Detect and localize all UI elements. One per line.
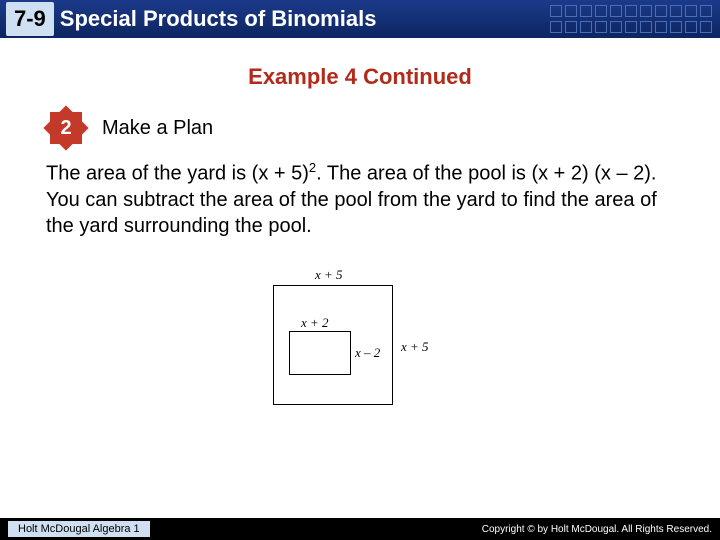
body-pre: The area of the yard is (x + 5) [46, 163, 309, 185]
step-label: Make a Plan [102, 117, 213, 140]
inner-top-label: x + 2 [301, 315, 329, 331]
inner-rectangle [289, 331, 351, 375]
inner-right-label: x – 2 [355, 345, 380, 361]
section-number: 7-9 [14, 6, 46, 31]
outer-top-label: x + 5 [315, 267, 343, 283]
section-number-box: 7-9 [6, 2, 54, 36]
step-burst-icon: 2 [46, 108, 86, 148]
step-number: 2 [60, 117, 71, 140]
footer-textbook: Holt McDougal Algebra 1 [8, 521, 150, 537]
body-paragraph: The area of the yard is (x + 5)2. The ar… [46, 160, 674, 239]
example-title: Example 4 Continued [0, 64, 720, 90]
header-grid-icon [550, 0, 720, 38]
diagram-wrap: x + 5 x + 5 x + 2 x – 2 [0, 265, 720, 425]
footer-copyright: Copyright © by Holt McDougal. All Rights… [482, 524, 712, 535]
chapter-title: Special Products of Binomials [60, 6, 377, 32]
header-bar: 7-9 Special Products of Binomials [0, 0, 720, 38]
pool-yard-diagram: x + 5 x + 5 x + 2 x – 2 [255, 265, 465, 425]
step-row: 2 Make a Plan [46, 108, 720, 148]
footer-bar: Holt McDougal Algebra 1 Copyright © by H… [0, 518, 720, 540]
outer-right-label: x + 5 [401, 339, 429, 355]
